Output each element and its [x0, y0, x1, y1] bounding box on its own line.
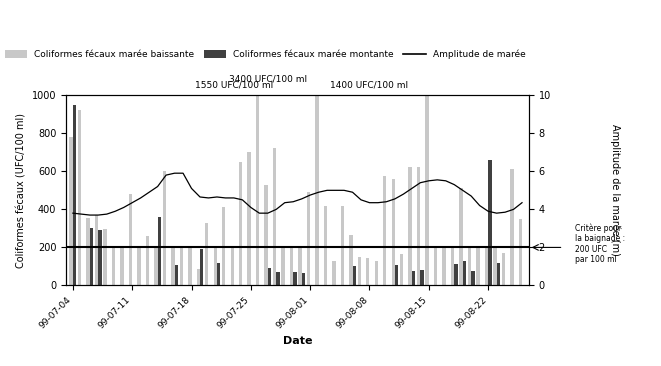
Bar [485, 247, 488, 285]
Bar [157, 217, 161, 285]
Bar [349, 235, 352, 285]
Bar [282, 247, 285, 285]
Bar [463, 261, 466, 285]
Bar [217, 263, 220, 285]
Bar [196, 269, 200, 285]
Bar [290, 247, 293, 285]
Bar [420, 270, 424, 285]
Bar [95, 215, 98, 285]
Bar [352, 266, 356, 285]
Y-axis label: Coliformes fécaux (UFC/100 ml): Coliformes fécaux (UFC/100 ml) [17, 113, 26, 268]
Bar [383, 176, 387, 285]
Bar [129, 194, 132, 285]
Bar [400, 254, 403, 285]
Text: 1400 UFC/100 ml: 1400 UFC/100 ml [330, 81, 408, 89]
Bar [459, 188, 463, 285]
Text: 3400 UFC/100 ml: 3400 UFC/100 ml [229, 75, 307, 84]
Bar [231, 247, 234, 285]
Bar [451, 247, 454, 285]
Bar [332, 261, 336, 285]
Bar [468, 247, 471, 285]
Bar [358, 257, 361, 285]
Bar [69, 137, 73, 285]
Bar [200, 249, 204, 285]
Bar [324, 206, 327, 285]
Bar [510, 169, 514, 285]
Bar [103, 229, 107, 285]
Bar [256, 95, 259, 285]
Text: Critère pour
la baignade :
200 UFC
par 100 ml: Critère pour la baignade : 200 UFC par 1… [575, 223, 625, 264]
Text: 1550 UFC/100 ml: 1550 UFC/100 ml [195, 81, 273, 89]
Legend: Coliformes fécaux marée baissante, Coliformes fécaux marée montante, Amplitude d: Coliformes fécaux marée baissante, Colif… [1, 46, 529, 63]
Bar [315, 95, 319, 285]
Bar [112, 247, 115, 285]
Bar [120, 247, 124, 285]
Bar [214, 247, 217, 285]
Bar [268, 268, 271, 285]
Bar [205, 223, 208, 285]
Bar [471, 271, 475, 285]
Bar [493, 247, 496, 285]
Bar [137, 247, 141, 285]
Bar [78, 111, 81, 285]
Bar [519, 219, 522, 285]
Bar [454, 264, 457, 285]
Bar [239, 162, 243, 285]
Y-axis label: Amplitude de la marée (m): Amplitude de la marée (m) [609, 124, 620, 256]
Bar [293, 272, 297, 285]
Bar [171, 247, 175, 285]
Bar [496, 263, 500, 285]
Bar [276, 272, 280, 285]
Bar [477, 247, 480, 285]
Bar [247, 152, 251, 285]
Bar [488, 160, 492, 285]
Bar [408, 167, 412, 285]
Bar [222, 208, 225, 285]
Bar [90, 228, 93, 285]
Bar [87, 218, 90, 285]
X-axis label: Date: Date [283, 336, 312, 346]
Bar [366, 258, 369, 285]
Bar [180, 247, 183, 285]
Bar [98, 230, 102, 285]
Bar [264, 184, 268, 285]
Bar [298, 247, 301, 285]
Bar [73, 105, 76, 285]
Bar [340, 206, 344, 285]
Bar [395, 265, 399, 285]
Bar [412, 271, 415, 285]
Bar [375, 261, 378, 285]
Bar [301, 273, 305, 285]
Bar [175, 265, 178, 285]
Bar [391, 179, 395, 285]
Bar [273, 149, 276, 285]
Bar [307, 192, 310, 285]
Bar [163, 171, 166, 285]
Bar [154, 247, 157, 285]
Bar [417, 168, 420, 285]
Bar [426, 95, 429, 285]
Bar [442, 247, 446, 285]
Bar [434, 247, 438, 285]
Bar [188, 247, 192, 285]
Bar [146, 236, 149, 285]
Bar [502, 253, 505, 285]
